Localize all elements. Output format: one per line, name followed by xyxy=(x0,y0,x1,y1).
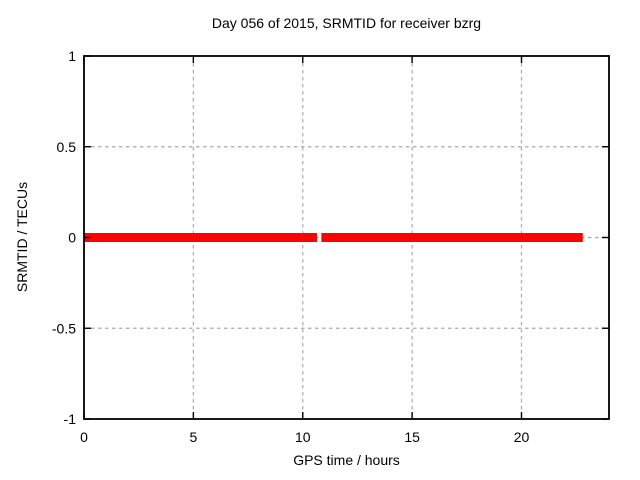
y-tick-label: -1 xyxy=(64,411,77,427)
x-tick-label: 20 xyxy=(514,429,530,445)
x-tick-label: 0 xyxy=(80,429,88,445)
y-axis-label: SRMTID / TECUs xyxy=(14,181,30,293)
y-tick-label: 0 xyxy=(68,230,76,246)
x-tick-label: 10 xyxy=(295,429,311,445)
y-tick-label: -0.5 xyxy=(52,320,76,336)
chart-title: Day 056 of 2015, SRMTID for receiver bzr… xyxy=(211,15,482,31)
y-tick-label: 1 xyxy=(68,48,76,64)
x-tick-label: 5 xyxy=(189,429,197,445)
y-tick-label: 0.5 xyxy=(57,139,77,155)
x-axis-label: GPS time / hours xyxy=(293,452,400,468)
x-tick-label: 15 xyxy=(404,429,420,445)
